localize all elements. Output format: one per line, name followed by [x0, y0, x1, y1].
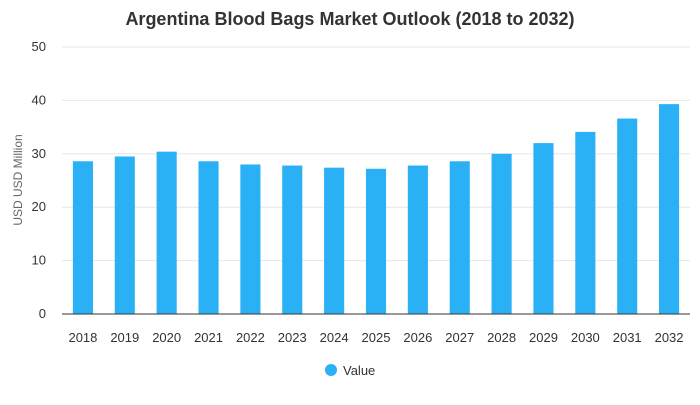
x-tick-label: 2030 — [571, 330, 600, 345]
y-tick-label: 10 — [32, 253, 46, 268]
legend-label-value: Value — [343, 363, 375, 378]
y-tick-label: 0 — [39, 306, 46, 321]
bar-2030[interactable] — [575, 131, 596, 314]
y-axis-ticks: 0 10 20 30 40 50 — [32, 39, 46, 321]
bar-2025[interactable] — [365, 168, 387, 314]
x-tick-label: 2027 — [445, 330, 474, 345]
bar-2021[interactable] — [198, 161, 219, 314]
x-tick-label: 2032 — [655, 330, 684, 345]
legend-marker-value — [325, 364, 337, 376]
bar-2019[interactable] — [114, 156, 135, 314]
x-tick-label: 2018 — [68, 330, 97, 345]
bar-2028[interactable] — [491, 153, 512, 314]
bar-2031[interactable] — [617, 118, 638, 314]
x-tick-label: 2022 — [236, 330, 265, 345]
x-tick-label: 2019 — [110, 330, 139, 345]
x-tick-label: 2023 — [278, 330, 307, 345]
bar-2018[interactable] — [72, 161, 93, 314]
bar-2022[interactable] — [240, 164, 261, 314]
bar-2029[interactable] — [533, 143, 554, 314]
x-tick-label: 2024 — [320, 330, 349, 345]
bar-2027[interactable] — [449, 161, 470, 314]
chart-title: Argentina Blood Bags Market Outlook (201… — [125, 9, 574, 29]
y-tick-label: 30 — [32, 146, 46, 161]
x-tick-label: 2021 — [194, 330, 223, 345]
bar-2020[interactable] — [156, 151, 177, 314]
bar-2026[interactable] — [407, 165, 428, 314]
x-tick-label: 2031 — [613, 330, 642, 345]
y-tick-label: 40 — [32, 92, 46, 107]
bar-2023[interactable] — [282, 165, 303, 314]
x-axis-ticks: 2018 2019 2020 2021 2022 2023 2024 2025 2026 2027… — [68, 330, 683, 345]
y-tick-label: 20 — [32, 199, 46, 214]
x-tick-label: 2026 — [403, 330, 432, 345]
bar-2032[interactable] — [659, 104, 680, 314]
x-tick-label: 2029 — [529, 330, 558, 345]
legend[interactable]: Value — [325, 363, 375, 378]
x-tick-label: 2020 — [152, 330, 181, 345]
bars — [72, 104, 680, 314]
x-tick-label: 2025 — [362, 330, 391, 345]
y-axis-label: USD USD Million — [11, 134, 25, 225]
bar-2024[interactable] — [324, 167, 345, 314]
x-tick-label: 2028 — [487, 330, 516, 345]
y-tick-label: 50 — [32, 39, 46, 54]
